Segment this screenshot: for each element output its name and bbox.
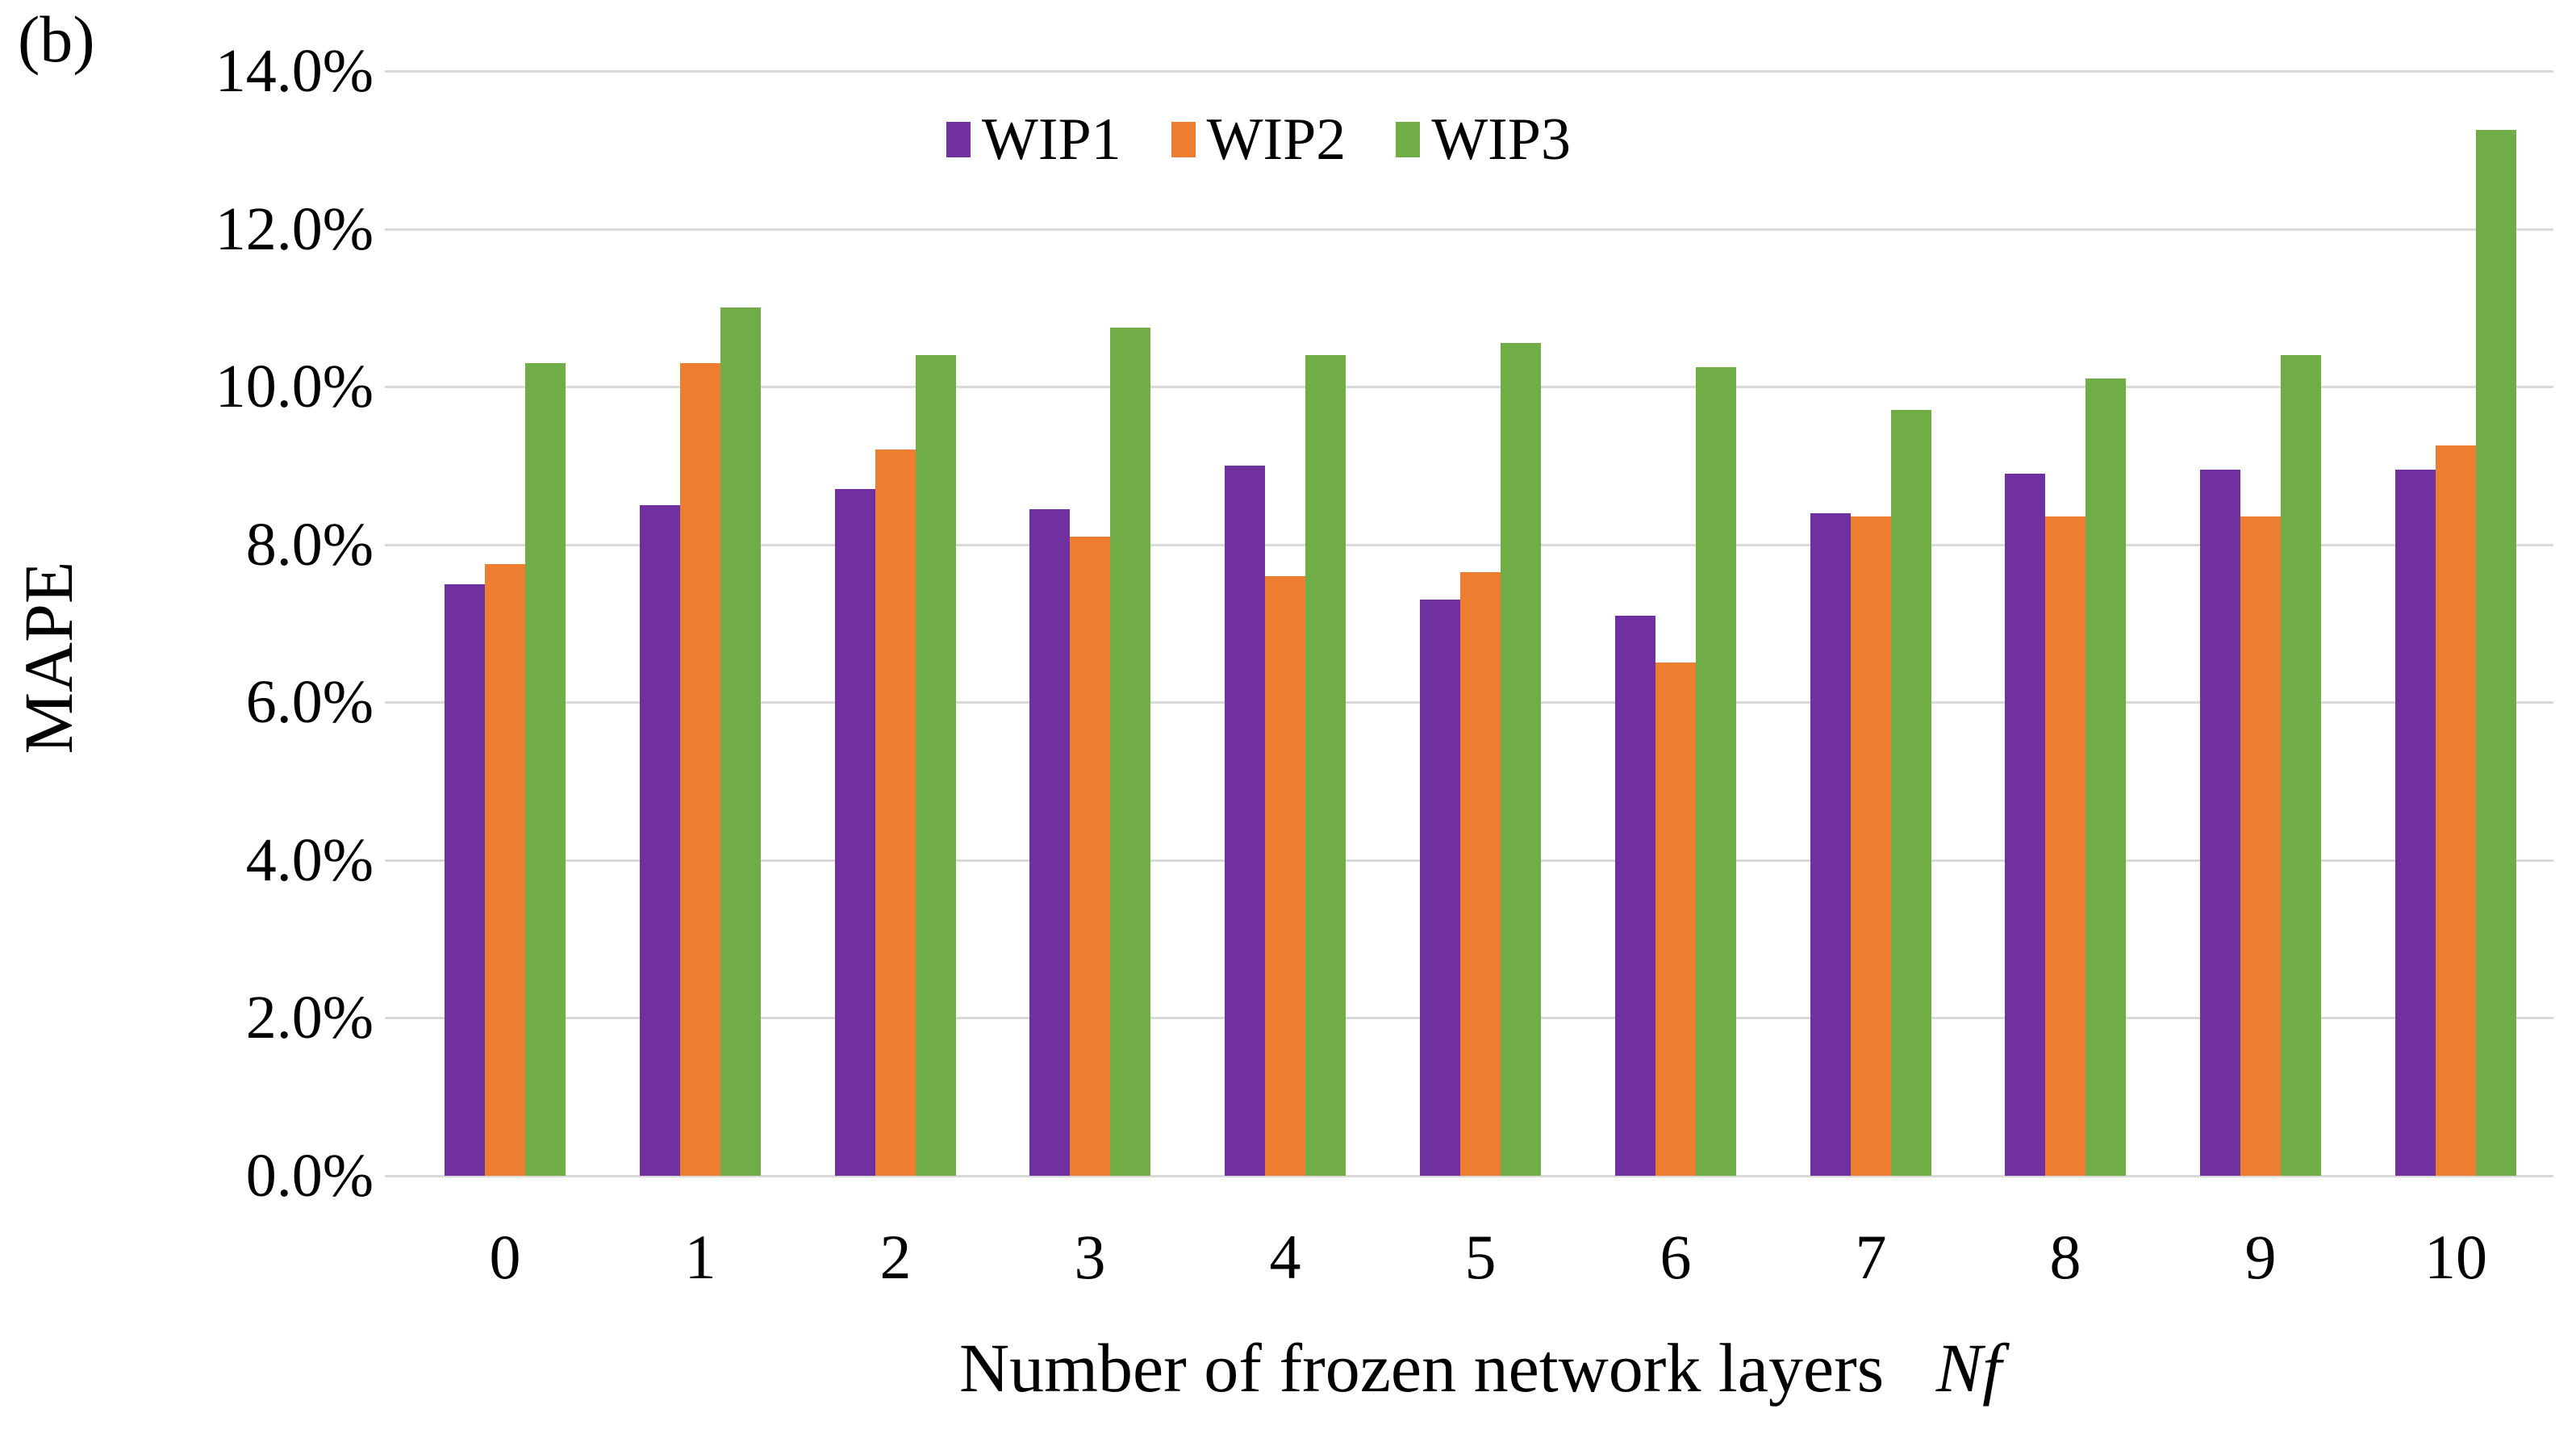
bar-wip2-nf8 (2045, 516, 2085, 1176)
bar-wip3-nf7 (1891, 410, 1931, 1176)
x-tick-label: 9 (2244, 1222, 2277, 1292)
x-axis-title-spacer (1902, 1329, 1919, 1407)
legend-swatch-wip1 (946, 122, 971, 157)
bar-wip1-nf5 (1420, 600, 1460, 1176)
gridline (407, 1175, 2553, 1177)
y-tick-label: 12.0% (215, 195, 374, 263)
bar-wip3-nf8 (2085, 378, 2126, 1176)
x-tick-label: 6 (1660, 1222, 1692, 1292)
legend-item-wip2: WIP2 (1171, 110, 1346, 169)
bar-group-5 (1420, 343, 1541, 1176)
legend-swatch-wip3 (1396, 122, 1421, 157)
bar-wip3-nf5 (1501, 343, 1541, 1176)
bar-wip1-nf9 (2200, 470, 2240, 1176)
bar-wip3-nf0 (525, 363, 566, 1176)
y-axis-tick (385, 70, 407, 73)
bar-wip2-nf7 (1851, 516, 1891, 1176)
legend-label: WIP3 (1431, 107, 1571, 173)
gridline (407, 228, 2553, 231)
bar-group-7 (1810, 410, 1931, 1176)
bar-wip1-nf10 (2395, 470, 2436, 1176)
bar-group-8 (2005, 378, 2126, 1176)
bar-wip2-nf0 (485, 564, 525, 1176)
gridline (407, 70, 2553, 73)
bar-wip2-nf2 (875, 449, 916, 1176)
bar-wip1-nf8 (2005, 474, 2045, 1176)
bar-wip3-nf10 (2476, 130, 2516, 1176)
bar-wip1-nf4 (1225, 466, 1265, 1176)
y-tick-label: 10.0% (215, 353, 374, 420)
x-axis-title-symbol: Nf (1935, 1329, 2002, 1407)
bar-wip1-nf1 (640, 505, 680, 1176)
bar-wip1-nf7 (1810, 513, 1851, 1176)
x-tick-label: 10 (2424, 1222, 2487, 1292)
legend-label: WIP1 (982, 107, 1121, 173)
bar-wip1-nf6 (1615, 616, 1655, 1176)
bar-wip1-nf3 (1029, 509, 1070, 1176)
x-tick-label: 1 (684, 1222, 716, 1292)
y-axis-tick (385, 544, 407, 546)
y-tick-label: 2.0% (245, 984, 374, 1051)
bar-wip3-nf9 (2281, 355, 2321, 1176)
x-tick-label: 3 (1074, 1222, 1106, 1292)
bar-wip2-nf4 (1265, 576, 1305, 1176)
bar-wip3-nf4 (1305, 355, 1346, 1176)
bar-wip2-nf1 (680, 363, 720, 1176)
x-tick-label: 8 (2049, 1222, 2081, 1292)
bar-wip2-nf3 (1070, 537, 1110, 1176)
y-axis-tick (385, 1017, 407, 1019)
bar-group-6 (1615, 367, 1736, 1176)
x-tick-label: 4 (1269, 1222, 1301, 1292)
y-tick-label: 6.0% (245, 668, 374, 736)
x-tick-label: 0 (489, 1222, 521, 1292)
bar-wip3-nf2 (916, 355, 956, 1176)
bar-group-3 (1029, 328, 1150, 1176)
y-tick-label: 4.0% (245, 826, 374, 894)
bar-group-2 (835, 355, 956, 1176)
legend-item-wip1: WIP1 (946, 110, 1121, 169)
bar-wip3-nf6 (1696, 367, 1736, 1176)
gridline (407, 386, 2553, 388)
y-axis-tick (385, 386, 407, 388)
bar-wip1-nf2 (835, 489, 875, 1176)
legend-swatch-wip2 (1171, 122, 1196, 157)
y-axis-tick (385, 701, 407, 704)
x-axis-title: Number of frozen network layers Nf (407, 1333, 2553, 1403)
bar-wip1-nf0 (445, 584, 485, 1176)
plot-area: 14.0% 12.0% 10.0% 8.0% 6.0% 4.0% 2.0% 0.0% WIP1 W… (215, 40, 2553, 1289)
y-axis-tick (385, 859, 407, 862)
bar-wip2-nf5 (1460, 572, 1501, 1176)
y-tick-label: 8.0% (245, 511, 374, 579)
legend-item-wip3: WIP3 (1396, 110, 1571, 169)
bar-wip2-nf9 (2240, 516, 2281, 1176)
x-tick-label: 7 (1855, 1222, 1887, 1292)
x-tick-label: 2 (879, 1222, 912, 1292)
y-axis-tick (385, 228, 407, 231)
bar-wip3-nf1 (720, 307, 761, 1176)
y-tick-label: 0.0% (245, 1142, 374, 1210)
gridline (407, 544, 2553, 546)
x-tick-label: 5 (1464, 1222, 1497, 1292)
bar-wip2-nf6 (1655, 663, 1696, 1176)
bar-group-0 (445, 363, 566, 1176)
x-axis-title-text: Number of frozen network layers (959, 1329, 1885, 1407)
bar-group-9 (2200, 355, 2321, 1176)
y-tick-label: 14.0% (215, 37, 374, 105)
legend-label: WIP2 (1206, 107, 1346, 173)
panel-label: (b) (18, 2, 95, 76)
legend: WIP1 WIP2 WIP3 (946, 110, 1571, 169)
bar-wip3-nf3 (1110, 328, 1150, 1176)
y-axis-title: MAPE (10, 561, 87, 755)
y-axis-tick (385, 1175, 407, 1177)
bar-wip2-nf10 (2436, 445, 2476, 1176)
bar-group-1 (640, 307, 761, 1176)
bar-group-10 (2395, 130, 2516, 1176)
bar-group-4 (1225, 355, 1346, 1176)
